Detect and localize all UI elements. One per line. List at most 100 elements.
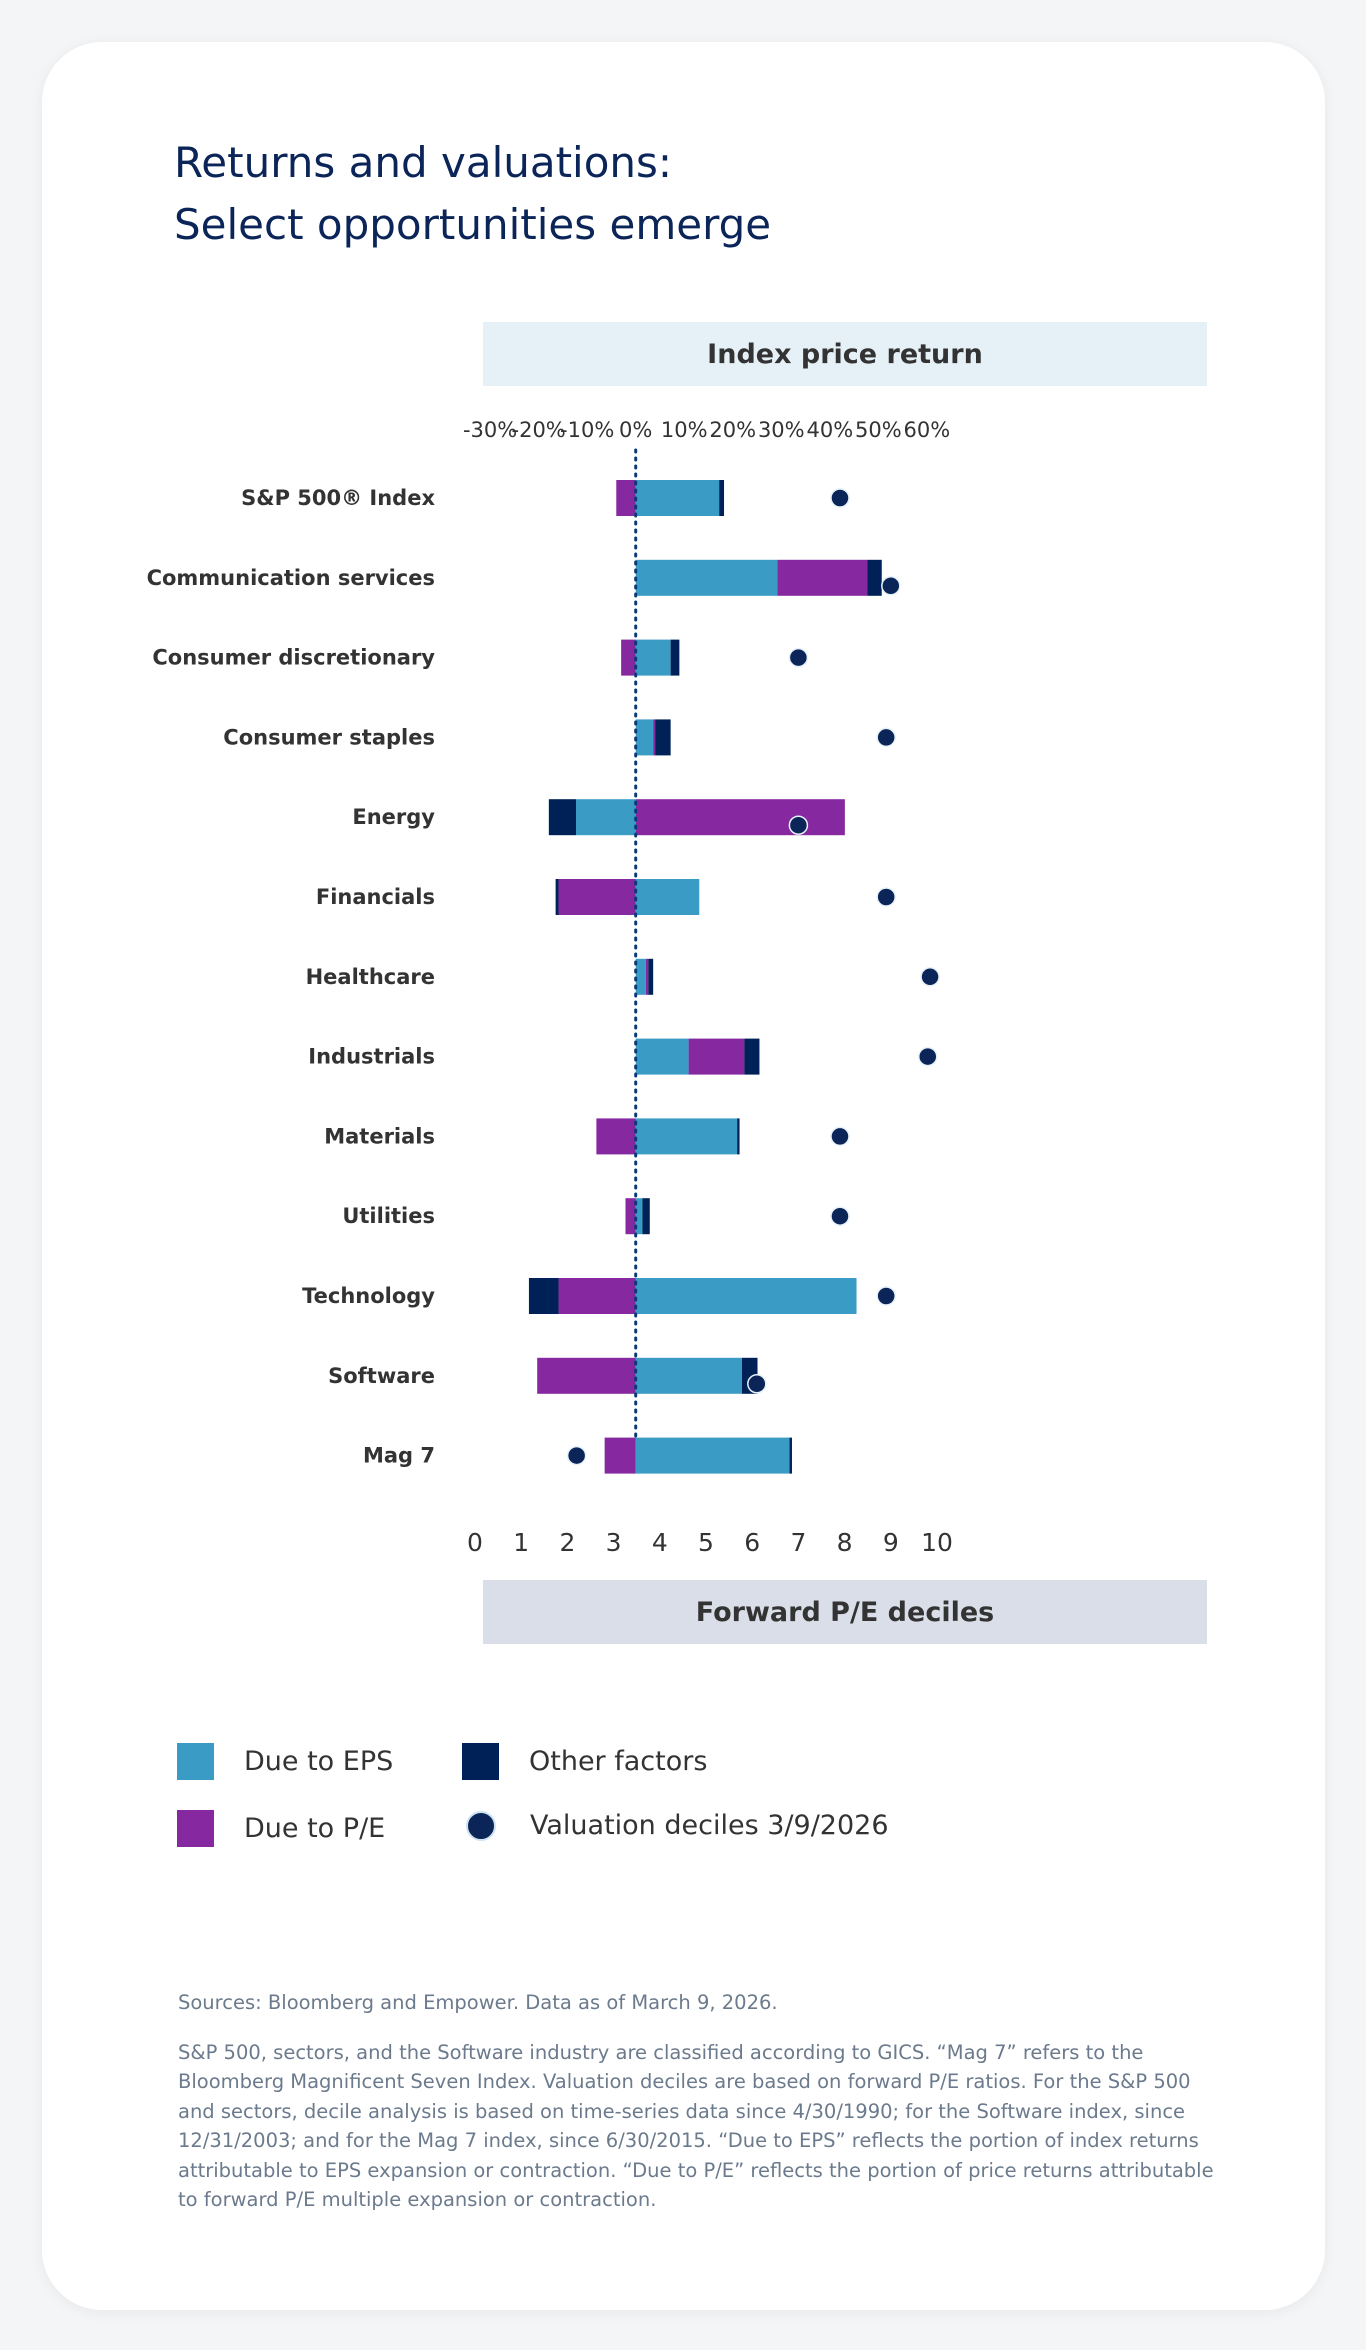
bar-segment-other <box>789 1437 792 1474</box>
category-label: Consumer discretionary <box>152 646 435 670</box>
bar-segment-other <box>648 958 654 995</box>
category-label: Energy <box>352 805 435 829</box>
bar-segment-eps <box>635 559 778 596</box>
bar-segment-pe <box>688 1038 745 1075</box>
sources-note: Sources: Bloomberg and Empower. Data as … <box>178 1991 778 2014</box>
bar-segment-pe <box>537 1357 636 1394</box>
chart-title: Returns and valuations: Select opportuni… <box>174 132 771 256</box>
bottom-tick-label: 10 <box>921 1528 953 1557</box>
bar-segment-pe <box>635 799 845 836</box>
valuation-decile-dot <box>918 1046 938 1067</box>
category-label: Healthcare <box>306 965 435 989</box>
top-tick-label: 0% <box>619 418 652 442</box>
category-label: Communication services <box>147 566 435 590</box>
bar-segment-eps <box>635 1278 857 1314</box>
bar-segment-other <box>548 799 577 836</box>
valuation-decile-dot <box>747 1374 767 1394</box>
bar-segment-eps <box>635 1118 738 1155</box>
bar-segment-other <box>528 1278 559 1314</box>
bar-segment-pe <box>558 1278 636 1314</box>
category-label: Materials <box>324 1124 435 1148</box>
valuation-decile-dot <box>566 1445 587 1466</box>
legend-swatch-other <box>462 1743 499 1780</box>
category-label: S&P 500® Index <box>241 486 435 510</box>
top-tick-label: -30% <box>463 418 517 442</box>
bottom-axis-header: Forward P/E deciles <box>483 1580 1207 1644</box>
chart-card <box>42 42 1325 2310</box>
bar-segment-pe <box>645 958 649 995</box>
category-label: Utilities <box>342 1204 435 1228</box>
bar-segment-pe <box>625 1198 636 1235</box>
bottom-tick-label: 4 <box>652 1528 668 1557</box>
methodology-note: S&P 500, sectors, and the Software indus… <box>178 2040 1214 2212</box>
valuation-decile-dot <box>876 1286 896 1306</box>
bar-segment-eps <box>635 1038 689 1075</box>
valuation-decile-dot <box>876 727 896 748</box>
top-tick-label: 10% <box>661 418 708 442</box>
top-tick-label: 30% <box>758 418 805 442</box>
legend-label: Due to EPS <box>244 1746 394 1777</box>
legend-item-pe: Due to P/E <box>177 1810 385 1847</box>
valuation-decile-dot <box>881 576 901 596</box>
legend-label: Valuation deciles 3/9/2026 <box>530 1810 889 1841</box>
top-tick-label: -20% <box>512 418 566 442</box>
footnotes: Sources: Bloomberg and Empower. Data as … <box>178 1988 1228 2235</box>
bottom-tick-label: 2 <box>559 1528 575 1557</box>
bottom-tick-label: 6 <box>744 1528 760 1557</box>
category-label: Industrials <box>308 1045 435 1069</box>
valuation-decile-dot <box>830 1126 850 1147</box>
bar-segment-eps <box>635 958 646 995</box>
bar-segment-eps <box>635 719 654 756</box>
bar-segment-eps <box>635 1198 643 1235</box>
valuation-decile-dot <box>876 887 896 907</box>
bottom-tick-label: 7 <box>790 1528 806 1557</box>
valuation-decile-dot <box>788 647 809 668</box>
bar-segment-other <box>719 480 725 516</box>
bar-segment-pe <box>616 480 636 516</box>
bar-segment-other <box>555 879 559 915</box>
bottom-tick-label: 3 <box>606 1528 622 1557</box>
legend-swatch-eps <box>177 1743 214 1780</box>
top-tick-label: 20% <box>709 418 756 442</box>
bar-segment-pe <box>596 1118 636 1155</box>
top-tick-label: -10% <box>560 418 614 442</box>
bar-segment-pe <box>777 559 868 596</box>
legend-label: Other factors <box>529 1746 708 1777</box>
valuation-decile-dot <box>920 967 940 987</box>
top-tick-label: 50% <box>855 418 902 442</box>
bar-segment-pe <box>653 719 656 756</box>
legend: Due to EPS Other factors Due to P/E Valu… <box>177 1743 1077 1853</box>
bottom-tick-label: 5 <box>698 1528 714 1557</box>
bar-segment-other <box>867 559 882 596</box>
bar-segment-eps <box>635 879 700 915</box>
bar-segment-eps <box>635 480 720 516</box>
category-label: Consumer staples <box>223 725 435 749</box>
bar-segment-eps <box>576 799 636 836</box>
bar-segment-other <box>737 1118 740 1155</box>
title-line-1: Returns and valuations: <box>174 138 673 187</box>
bottom-tick-label: 8 <box>837 1528 853 1557</box>
bar-segment-pe <box>621 639 636 676</box>
legend-item-valuation: Valuation deciles 3/9/2026 <box>462 1810 889 1841</box>
bar-chart: -30%-20%-10% 0% 10% 20% 30% 40% 50% 60% 0 1 2 3 4 5 6 7… <box>147 418 953 1557</box>
bar-segment-eps <box>635 1437 790 1474</box>
bar-segment-pe <box>604 1437 636 1474</box>
bar-segment-other <box>670 639 680 676</box>
valuation-decile-dot <box>830 488 850 508</box>
bar-segment-eps <box>635 1357 742 1394</box>
bar-segment-other <box>744 1038 760 1075</box>
valuation-decile-dot <box>830 1206 850 1226</box>
bar-segment-other <box>655 719 671 756</box>
legend-item-other: Other factors <box>462 1743 707 1780</box>
valuation-decile-dot <box>788 815 809 835</box>
top-tick-label: 40% <box>806 418 853 442</box>
bottom-tick-label: 0 <box>467 1528 483 1557</box>
legend-swatch-pe <box>177 1810 214 1847</box>
top-axis-header: Index price return <box>483 322 1207 386</box>
legend-label: Due to P/E <box>244 1813 386 1844</box>
top-tick-label: 60% <box>904 418 951 442</box>
bar-segment-eps <box>635 639 671 676</box>
legend-item-eps: Due to EPS <box>177 1743 393 1780</box>
category-label: Financials <box>316 885 435 909</box>
bar-segment-other <box>642 1198 650 1235</box>
